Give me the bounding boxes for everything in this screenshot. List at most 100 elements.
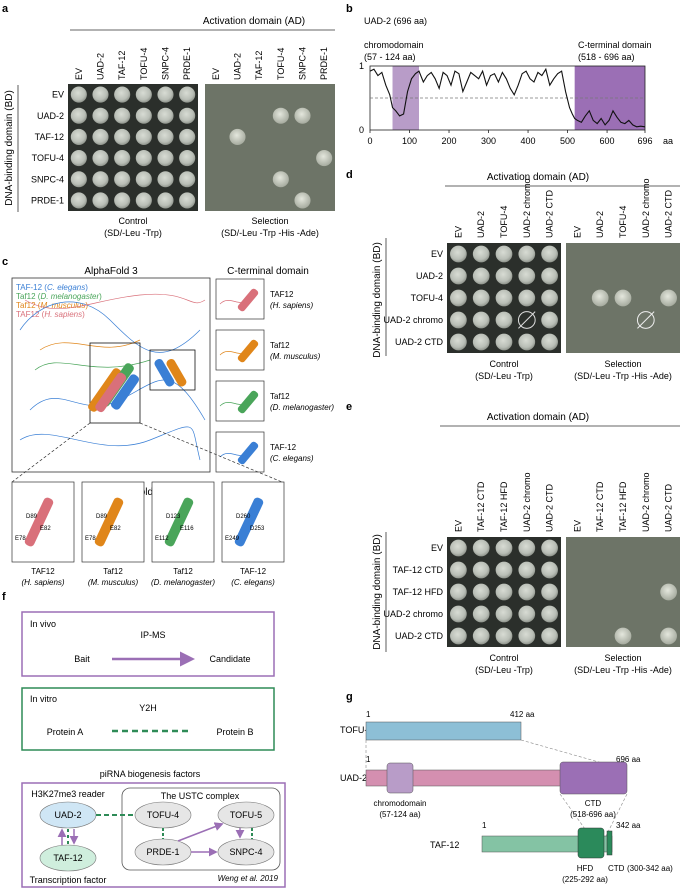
c-ctd-helix <box>237 390 259 414</box>
d-control-spot <box>495 267 513 285</box>
b-xtick: 696 <box>637 136 652 146</box>
b-xtick: 100 <box>402 136 417 146</box>
g-uad2-chromo-label: chromodomain <box>374 799 427 808</box>
g-tofu4-start: 1 <box>366 710 371 719</box>
e-control-spot <box>450 583 467 601</box>
c-legend: TAF-12 (C. elegans)Taf12 (D. melanogaste… <box>16 283 102 319</box>
d-row-2: TOFU-4 <box>411 293 443 303</box>
a-control-plate <box>68 84 198 211</box>
a-control-spot <box>135 107 152 124</box>
d-row-labels: EV UAD-2 TOFU-4 UAD-2 chromo UAD-2 CTD <box>383 249 443 347</box>
c-legend-item: Taf12 (D. melanogaster) <box>16 292 102 301</box>
panel-g: g TOFU-4 1 412 aa UAD-2 1 696 aa chromod… <box>340 691 673 884</box>
panel-label-f: f <box>2 591 6 603</box>
c-ctd-helix <box>237 288 259 312</box>
d-row-3: UAD-2 chromo <box>383 315 443 325</box>
d-control-spot <box>472 333 490 351</box>
f-network-title: piRNA biogenesis factors <box>100 769 201 779</box>
g-uad2-name: UAD-2 <box>340 773 367 783</box>
a-control-spot <box>157 171 174 188</box>
c-hfd-res3: E78 <box>15 536 26 542</box>
d-col-ctrl-2: TOFU-4 <box>499 206 509 238</box>
e-control-spot <box>541 539 558 557</box>
b-xunit: aa <box>663 136 673 146</box>
d-row-4: UAD-2 CTD <box>395 337 444 347</box>
panel-b: b UAD-2 (696 aa) chromodomain (57 - 124 … <box>346 3 673 146</box>
e-col-ctrl-1: TAF-12 CTD <box>476 481 486 532</box>
a-control-spot <box>70 171 87 188</box>
c-hfd-res2: E82 <box>40 526 51 532</box>
a-control-spot <box>157 86 174 103</box>
b-series-line <box>369 67 646 128</box>
c-hfd-species: (D. melanogaster) <box>151 578 215 587</box>
b-xtick: 600 <box>600 136 615 146</box>
e-col-ctrl-0: EV <box>453 520 463 532</box>
c-hfd-res1: D260 <box>236 514 251 520</box>
e-col-sel-2: TAF-12 HFD <box>618 481 628 532</box>
d-control-spot <box>495 245 513 263</box>
d-empty-sel-slash <box>637 311 655 329</box>
d-control-spot <box>450 289 467 307</box>
d-control-spot <box>518 245 536 263</box>
e-control-spot <box>495 561 513 579</box>
c-ctd-gene: Taf12 <box>270 341 290 350</box>
f-invivo-bait: Bait <box>74 654 90 664</box>
b-ctd-range: (518 - 696 aa) <box>578 52 635 62</box>
a-control-spot <box>70 86 87 103</box>
e-col-sel-0: EV <box>572 520 582 532</box>
panel-c: c AlphaFold 3 C-terminal domain TAF-12 (… <box>2 256 334 587</box>
d-column-headers: EV UAD-2 TOFU-4 UAD-2 chromo UAD-2 CTD EV UAD-… <box>453 178 673 238</box>
c-hfd-helix <box>94 497 124 547</box>
e-col-sel-3: UAD-2 chromo <box>641 472 651 532</box>
c-hfd-res1: D89 <box>26 514 38 520</box>
a-control-spot <box>135 86 152 103</box>
b-chromo-label: chromodomain <box>364 40 424 50</box>
a-control-spot <box>157 192 174 209</box>
f-invitro-method: Y2H <box>139 703 157 713</box>
d-control-spot <box>450 311 467 329</box>
a-selection-spot <box>316 150 333 167</box>
b-xtick: 200 <box>442 136 457 146</box>
c-ctd-species: (H. sapiens) <box>270 301 313 310</box>
g-taf12-name: TAF-12 <box>430 840 459 850</box>
a-bd-title: DNA-binding domain (BD) <box>4 90 15 206</box>
a-control-spot <box>114 86 131 103</box>
a-control-spot <box>70 192 87 209</box>
f-invivo-title: In vivo <box>30 619 56 629</box>
g-taf12-ctd <box>606 830 613 856</box>
f-reader-label: H3K27me3 reader <box>31 789 105 799</box>
a-control-spot <box>114 171 131 188</box>
d-control-spot <box>518 333 536 351</box>
g-taf12-ctd-label: CTD <box>608 864 625 873</box>
c-ctd-box <box>215 431 265 473</box>
e-row-3: UAD-2 chromo <box>383 609 443 619</box>
d-control-spot <box>541 267 558 285</box>
d-selection-medium: (SD/-Leu -Trp -His -Ade) <box>574 371 672 381</box>
c-hfd-res1: D123 <box>166 514 181 520</box>
a-control-spot <box>92 86 109 103</box>
panel-label-d: d <box>346 169 353 181</box>
b-xtick: 300 <box>481 136 496 146</box>
e-control-spot <box>472 583 490 601</box>
e-col-sel-1: TAF-12 CTD <box>595 481 605 532</box>
c-ctd-species: (C. elegans) <box>270 454 314 463</box>
c-ctd-species: (M. musculus) <box>270 352 321 361</box>
a-col-sel-5: PRDE-1 <box>319 47 329 80</box>
c-legend-item: Taf12 (M. musculus) <box>16 301 88 310</box>
e-control-label: Control <box>489 653 518 663</box>
b-ctd-label: C-terminal domain <box>578 40 652 50</box>
c-hfd-gene: Taf12 <box>103 567 123 576</box>
g-guide-4 <box>605 793 628 837</box>
a-control-spot <box>135 128 152 145</box>
e-row-2: TAF-12 HFD <box>393 587 444 597</box>
e-selection-label: Selection <box>604 653 641 663</box>
a-selection-spot <box>229 128 246 145</box>
d-selection-label: Selection <box>604 359 641 369</box>
f-node-taf12 <box>39 844 97 872</box>
e-control-spot <box>450 605 467 623</box>
a-control-spot <box>135 171 152 188</box>
d-col-sel-0: EV <box>572 226 582 238</box>
c-ctd-zoom-box <box>149 349 196 391</box>
